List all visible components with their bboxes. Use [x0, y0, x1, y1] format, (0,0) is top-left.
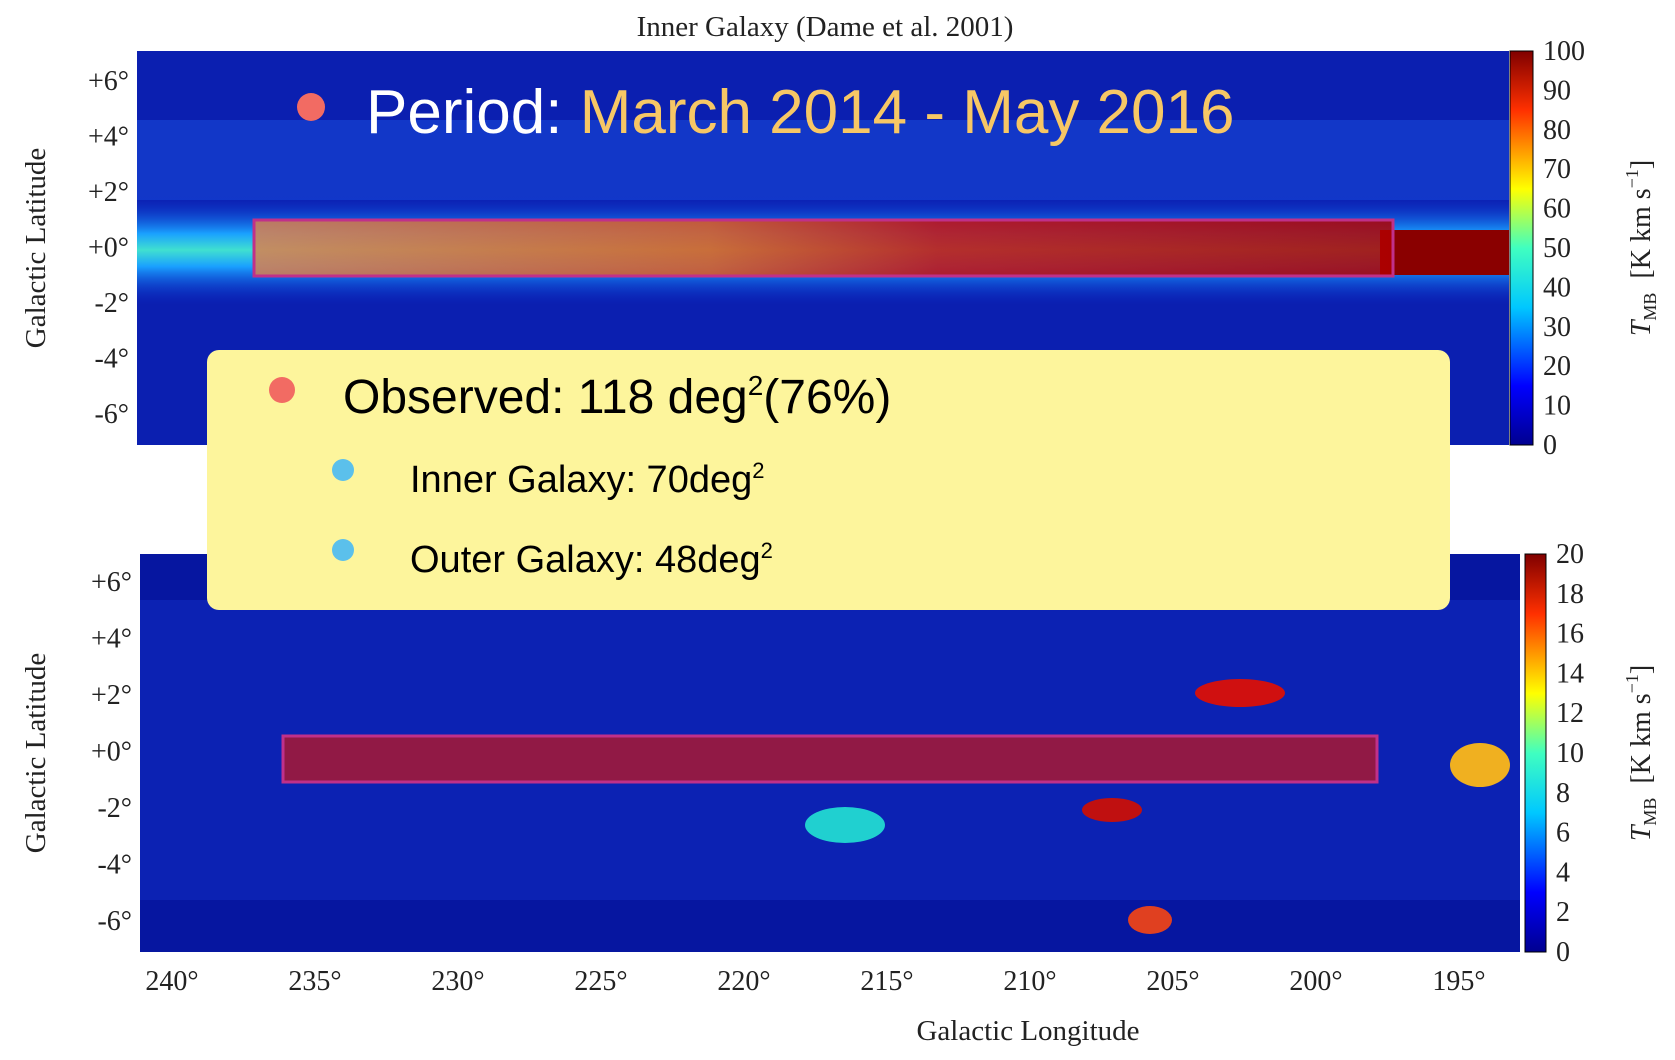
- bullet: [297, 93, 325, 121]
- y-tick-label: -6°: [97, 906, 132, 937]
- colorbar-tick-label: 18: [1556, 579, 1584, 610]
- colorbar-tick-label: 50: [1543, 233, 1571, 264]
- y-tick-label: -6°: [94, 399, 129, 430]
- y-axis-label: Galactic Latitude: [20, 653, 52, 853]
- map-emission: [1195, 679, 1285, 707]
- superscript: 2: [748, 370, 764, 401]
- y-tick-label: +6°: [88, 66, 129, 97]
- colorbar-tick-label: 20: [1543, 351, 1571, 382]
- x-tick-label: 200°: [1289, 966, 1342, 997]
- y-tick-label: -2°: [94, 288, 129, 319]
- colorbar-tick-label: 6: [1556, 818, 1570, 849]
- x-tick-label: 220°: [717, 966, 770, 997]
- colorbar-tick-label: 8: [1556, 778, 1570, 809]
- colorbar-tick-label: 4: [1556, 857, 1570, 888]
- x-tick-label: 225°: [574, 966, 627, 997]
- colorbar-label: TMB[K km s−1]: [1622, 665, 1660, 841]
- item-text: Outer Galaxy: 48deg: [410, 539, 761, 581]
- x-tick-label: 230°: [431, 966, 484, 997]
- period-value: March 2014 - May 2016: [580, 78, 1235, 147]
- colorbar-tick-label: 14: [1556, 658, 1584, 689]
- colorbar-tick-label: 80: [1543, 115, 1571, 146]
- unit-close: ]: [1626, 665, 1657, 674]
- bottom-map: [140, 554, 1546, 952]
- y-tick-label: +2°: [91, 680, 132, 711]
- y-axis-label: Galactic Latitude: [20, 148, 52, 348]
- colorbar-tick-label: 100: [1543, 36, 1585, 67]
- colorbar-tick-label: 40: [1543, 272, 1571, 303]
- observed-share: (76%): [763, 371, 891, 424]
- y-tick-label: +2°: [88, 177, 129, 208]
- colorbar-tick-label: 2: [1556, 897, 1570, 928]
- colorbar-label-text: TMB[K km s−1]: [1622, 160, 1660, 336]
- bullet: [332, 539, 354, 561]
- superscript: 2: [761, 538, 773, 563]
- period-text: Period: March 2014 - May 2016: [366, 78, 1234, 147]
- map-emission: [1082, 798, 1142, 822]
- slide: Inner Galaxy (Dame et al. 2001) Galactic…: [0, 0, 1675, 1060]
- unit: [K km s: [1626, 188, 1657, 278]
- colorbar-tick-label: 16: [1556, 619, 1584, 650]
- unit-close: ]: [1626, 160, 1657, 169]
- map-emission: [1128, 906, 1172, 934]
- colorbar-tick-label: 30: [1543, 312, 1571, 343]
- superscript: 2: [752, 458, 764, 483]
- observed-text: Observed: 118 deg2(76%): [343, 370, 891, 424]
- chart-title: Inner Galaxy (Dame et al. 2001): [637, 11, 1014, 43]
- colorbar: [1525, 554, 1546, 952]
- colorbar-label-text: TMB[K km s−1]: [1622, 665, 1660, 841]
- x-tick-label: 240°: [145, 966, 198, 997]
- colorbar-tick-label: 10: [1543, 391, 1571, 422]
- y-tick-label: +0°: [91, 737, 132, 768]
- colorbar: [1510, 51, 1533, 445]
- y-tick-label: -2°: [97, 793, 132, 824]
- item-text: Inner Galaxy: 70deg: [410, 459, 752, 501]
- map-emission: [805, 807, 885, 843]
- period-label: Period:: [366, 78, 562, 147]
- map-emission: [1380, 230, 1509, 275]
- y-tick-label: +4°: [91, 624, 132, 655]
- colorbar-tick-label: 70: [1543, 154, 1571, 185]
- colorbar-tick-label: 10: [1556, 738, 1584, 769]
- x-tick-label: 210°: [1003, 966, 1056, 997]
- x-tick-label: 205°: [1146, 966, 1199, 997]
- x-tick-label: 235°: [288, 966, 341, 997]
- x-tick-label: 215°: [860, 966, 913, 997]
- x-tick-label: 195°: [1432, 966, 1485, 997]
- map-emission: [1450, 743, 1510, 787]
- bullet: [269, 377, 295, 403]
- y-tick-label: +0°: [88, 233, 129, 264]
- unit: [K km s: [1626, 693, 1657, 783]
- colorbar-label: TMB[K km s−1]: [1622, 160, 1660, 336]
- subscript: MB: [1640, 293, 1660, 321]
- sub-item: Outer Galaxy: 48deg2: [410, 538, 773, 581]
- bullet: [332, 459, 354, 481]
- colorbar-tick-label: 60: [1543, 194, 1571, 225]
- subscript: MB: [1640, 798, 1660, 826]
- sub-item: Inner Galaxy: 70deg2: [410, 458, 764, 501]
- y-tick-label: +4°: [88, 122, 129, 153]
- superscript: −1: [1622, 674, 1642, 693]
- y-tick-label: +6°: [91, 567, 132, 598]
- x-axis-label: Galactic Longitude: [916, 1015, 1139, 1047]
- superscript: −1: [1622, 169, 1642, 188]
- colorbar-tick-label: 20: [1556, 539, 1584, 570]
- colorbar-tick-label: 90: [1543, 75, 1571, 106]
- observed: Observed: 118 deg: [343, 371, 748, 424]
- y-tick-label: -4°: [97, 850, 132, 881]
- survey-region: [283, 736, 1377, 782]
- y-tick-label: -4°: [94, 344, 129, 375]
- colorbar-tick-label: 0: [1556, 937, 1570, 968]
- colorbar-tick-label: 12: [1556, 698, 1584, 729]
- colorbar-tick-label: 0: [1543, 430, 1557, 461]
- survey-region: [254, 220, 1393, 276]
